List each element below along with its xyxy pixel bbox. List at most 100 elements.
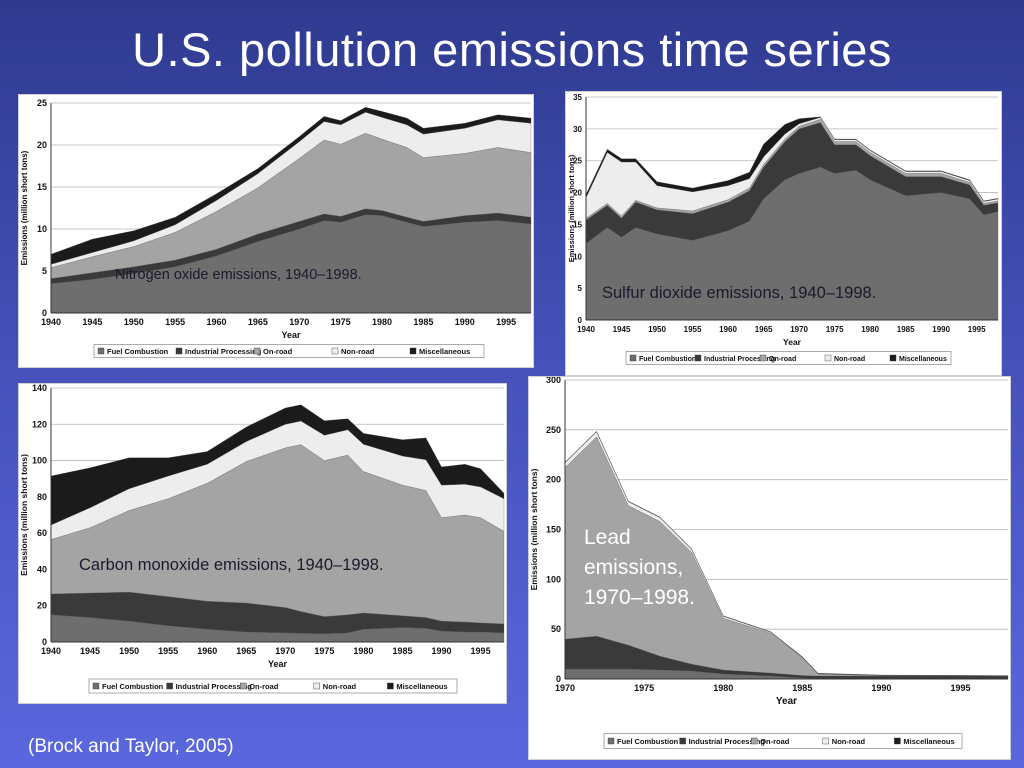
co-legend-label: Non-road xyxy=(323,682,357,691)
lead-xtick-label: 1970 xyxy=(555,683,575,693)
so2-xtick-label: 1945 xyxy=(613,325,631,334)
co-chart-caption: Carbon monoxide emissions, 1940–1998. xyxy=(79,556,384,574)
so2-legend-label: Industrial Processing xyxy=(704,356,775,363)
nox-legend-swatch xyxy=(331,347,339,355)
nox-legend-label: Fuel Combustion xyxy=(107,347,169,356)
nox-area-misc xyxy=(50,107,532,265)
lead-chart: 0 50 100 150 200 250 300 1970 1975 1980 1985 1990 19… xyxy=(529,377,1009,749)
co-ytick-label: 20 xyxy=(37,601,47,611)
nox-chart: 0 5 10 15 20 25 1940 1945 1950 1955 1960 1965 1970 19… xyxy=(20,98,532,358)
co-ytick-label: 0 xyxy=(42,637,47,647)
co-legend-label: Industrial Processing xyxy=(176,682,253,691)
lead-ytick-label: 50 xyxy=(551,624,561,634)
so2-legend-swatch xyxy=(629,354,637,362)
nox-ytick-label: 15 xyxy=(37,182,47,192)
co-area-misc xyxy=(50,404,505,526)
nox-legend-swatch xyxy=(409,347,417,355)
co-y-axis-label: Emissions (million short tons) xyxy=(19,454,29,576)
so2-legend-swatch xyxy=(759,354,767,362)
nox-xtick-label: 1970 xyxy=(289,317,309,327)
co-xtick-label: 1985 xyxy=(392,646,412,656)
co-legend-label: On-road xyxy=(249,682,279,691)
lead-xtick-label: 1985 xyxy=(792,683,812,693)
so2-chart-caption: Sulfur dioxide emissions, 1940–1998. xyxy=(602,284,877,302)
nox-xtick-label: 1940 xyxy=(41,317,61,327)
nox-legend-label: Miscellaneous xyxy=(419,347,470,356)
lead-y-axis-label: Emissions (million short tons) xyxy=(529,468,539,590)
co-xtick-label: 1960 xyxy=(197,646,217,656)
nox-xtick-label: 1955 xyxy=(165,317,185,327)
co-ytick-label: 100 xyxy=(32,456,47,466)
nox-xtick-label: 1995 xyxy=(496,317,516,327)
so2-xtick-label: 1940 xyxy=(577,325,595,334)
co-xtick-label: 1980 xyxy=(353,646,373,656)
slide-title: U.S. pollution emissions time series xyxy=(132,23,892,76)
nox-x-axis-label: Year xyxy=(281,330,301,340)
so2-ytick-label: 30 xyxy=(573,125,582,134)
nox-legend-label: Industrial Processing xyxy=(185,347,262,356)
nox-areas xyxy=(50,107,532,314)
nox-ytick-label: 10 xyxy=(37,224,47,234)
so2-legend: Fuel Combustion Industrial ProcessingOn-r… xyxy=(625,351,952,365)
nox-xtick-label: 1985 xyxy=(413,317,433,327)
co-ytick-label: 60 xyxy=(37,528,47,538)
nox-xtick-label: 1950 xyxy=(124,317,144,327)
lead-legend-label: On-road xyxy=(760,737,790,746)
so2-xtick-label: 1955 xyxy=(684,325,702,334)
so2-legend-swatch xyxy=(694,354,702,362)
co-legend-swatch xyxy=(92,682,100,690)
co-legend: Fuel Combustion Industrial ProcessingOn-r… xyxy=(88,678,458,694)
nox-ytick-label: 0 xyxy=(42,308,47,318)
so2-ytick-label: 15 xyxy=(573,220,582,229)
lead-legend-swatch xyxy=(679,737,686,745)
so2-area-misc xyxy=(585,116,999,202)
so2-legend-label: On-road xyxy=(769,356,796,363)
lead-ytick-label: 100 xyxy=(546,574,561,584)
nox-ytick-label: 25 xyxy=(37,98,47,108)
co-xtick-label: 1955 xyxy=(158,646,178,656)
co-chart: 0 20 40 60 80 100 120 140 1940 1945 1950 1955 1960 19… xyxy=(19,384,505,694)
lead-chart-panel: 0 50 100 150 200 250 300 1970 1975 1980 1985 1990 19… xyxy=(528,376,1011,760)
lead-legend: Fuel Combustion Industrial ProcessingOn-r… xyxy=(603,733,963,749)
nox-legend-label: On-road xyxy=(263,347,293,356)
co-xtick-label: 1995 xyxy=(471,646,491,656)
nox-chart-caption: Nitrogen oxide emissions, 1940–1998. xyxy=(115,267,362,283)
co-legend-swatch xyxy=(166,682,173,690)
so2-xtick-label: 1950 xyxy=(648,325,666,334)
so2-y-axis-label: Emissions (million short tons) xyxy=(567,154,576,262)
co-xtick-label: 1975 xyxy=(314,646,334,656)
co-ytick-label: 140 xyxy=(32,384,47,393)
lead-legend-box xyxy=(603,733,963,749)
nox-y-axis-label: Emissions (million short tons) xyxy=(20,150,29,265)
co-xtick-label: 1945 xyxy=(80,646,100,656)
lead-ytick-label: 150 xyxy=(546,525,561,535)
nox-ytick-label: 5 xyxy=(42,266,47,276)
so2-xtick-label: 1975 xyxy=(826,325,844,334)
nox-legend: Fuel Combustion Industrial Processing On-r… xyxy=(93,344,485,358)
lead-chart-caption: Lead emissions, 1970–1998. xyxy=(584,526,695,609)
so2-xtick-label: 1980 xyxy=(861,325,879,334)
so2-xtick-label: 1995 xyxy=(968,325,986,334)
so2-ytick-label: 10 xyxy=(573,252,582,261)
lead-legend-label: Miscellaneous xyxy=(903,737,954,746)
so2-ytick-label: 35 xyxy=(573,93,582,102)
lead-legend-label: Non-road xyxy=(832,737,866,746)
so2-legend-swatch xyxy=(889,354,897,362)
so2-chart-panel: 0 5 10 15 20 25 30 35 1940 1945 1950 1955 1960 1965 19… xyxy=(565,91,1002,376)
lead-legend-swatch xyxy=(894,737,901,745)
so2-xtick-label: 1970 xyxy=(790,325,808,334)
co-xtick-label: 1990 xyxy=(432,646,452,656)
nox-legend-swatch xyxy=(175,347,183,355)
lead-xtick-label: 1975 xyxy=(634,683,654,693)
co-legend-label: Fuel Combustion xyxy=(102,682,164,691)
lead-ytick-label: 250 xyxy=(546,425,561,435)
nox-legend-box xyxy=(93,344,485,358)
so2-ytick-label: 25 xyxy=(573,157,582,166)
lead-legend-swatch xyxy=(822,737,829,745)
lead-areas xyxy=(564,431,1009,680)
so2-legend-label: Fuel Combustion xyxy=(639,356,696,363)
so2-xtick-label: 1990 xyxy=(932,325,950,334)
co-ytick-label: 80 xyxy=(37,492,47,502)
co-chart-panel: 0 20 40 60 80 100 120 140 1940 1945 1950 1955 1960 19… xyxy=(18,383,507,704)
nox-xtick-label: 1945 xyxy=(82,317,102,327)
